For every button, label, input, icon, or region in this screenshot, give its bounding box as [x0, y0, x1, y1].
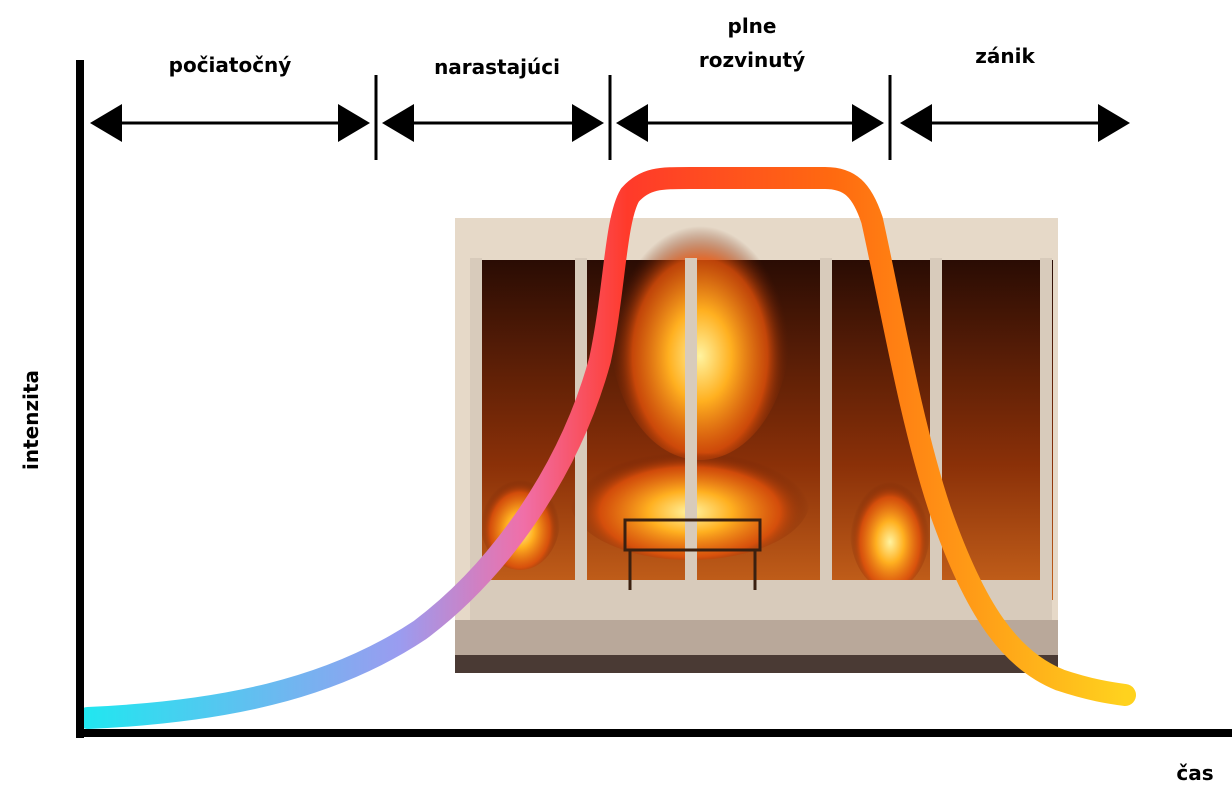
stage-arrows: [90, 104, 1130, 142]
stage-label: plne: [728, 14, 777, 38]
intensity-curve: [77, 167, 1136, 729]
stage-label: počiatočný: [169, 53, 292, 77]
y-axis-label: intenzita: [19, 370, 43, 470]
stage-label: zánik: [975, 44, 1035, 68]
stage-label: rozvinutý: [699, 48, 805, 72]
stage-label: narastajúci: [434, 55, 560, 79]
stage-dividers: [374, 75, 892, 160]
x-axis-label: čas: [1176, 761, 1213, 785]
